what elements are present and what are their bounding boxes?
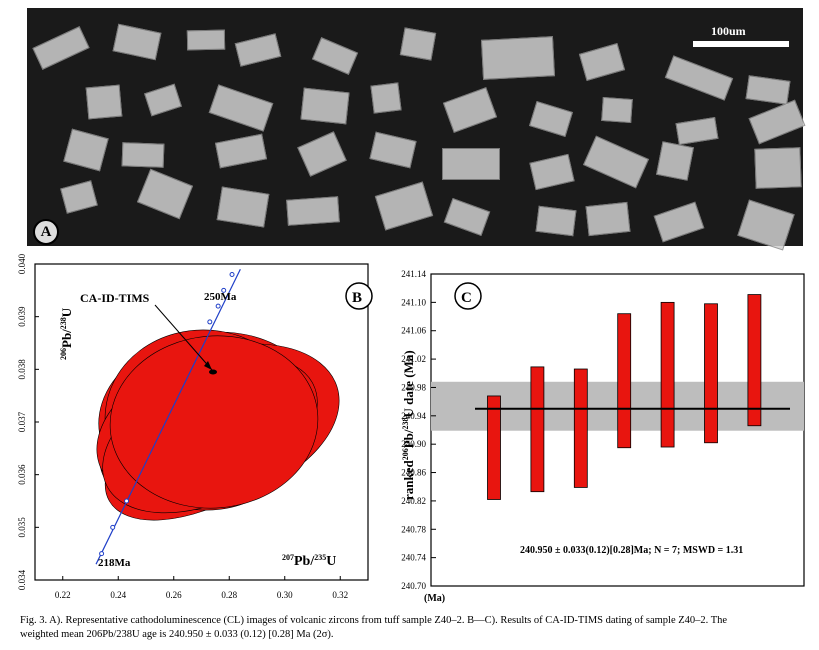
ranked-y-axis-label: ranked206Pb/238U date (Ma) <box>401 350 416 500</box>
date-bar <box>661 302 674 447</box>
y-tick-label: 241.10 <box>401 297 426 307</box>
y-tick-label: 240.78 <box>401 524 426 534</box>
date-bar <box>531 367 544 492</box>
svg-text:ranked206Pb/238U date (Ma): ranked206Pb/238U date (Ma) <box>401 350 416 500</box>
date-bar <box>574 369 587 487</box>
y-tick-label: 241.14 <box>401 269 426 279</box>
summary-text: 240.950 ± 0.033(0.12)[0.28]Ma; N = 7; MS… <box>520 545 743 556</box>
caption-line-1: Fig. 3. A). Representative cathodolumine… <box>20 614 810 628</box>
y-tick-label: 240.70 <box>401 581 426 591</box>
date-bar <box>705 304 718 443</box>
y-tick-label: 240.74 <box>401 553 426 563</box>
caption-line-2: weighted mean 206Pb/238U age is 240.950 … <box>20 628 810 642</box>
figure-caption: Fig. 3. A). Representative cathodolumine… <box>20 614 810 642</box>
y-tick-label: 241.06 <box>401 326 426 336</box>
unit-label: (Ma) <box>424 593 445 604</box>
panel-c-letter: C <box>461 290 472 306</box>
date-bar <box>488 396 501 500</box>
date-bar <box>618 314 631 448</box>
date-bar <box>748 295 761 426</box>
